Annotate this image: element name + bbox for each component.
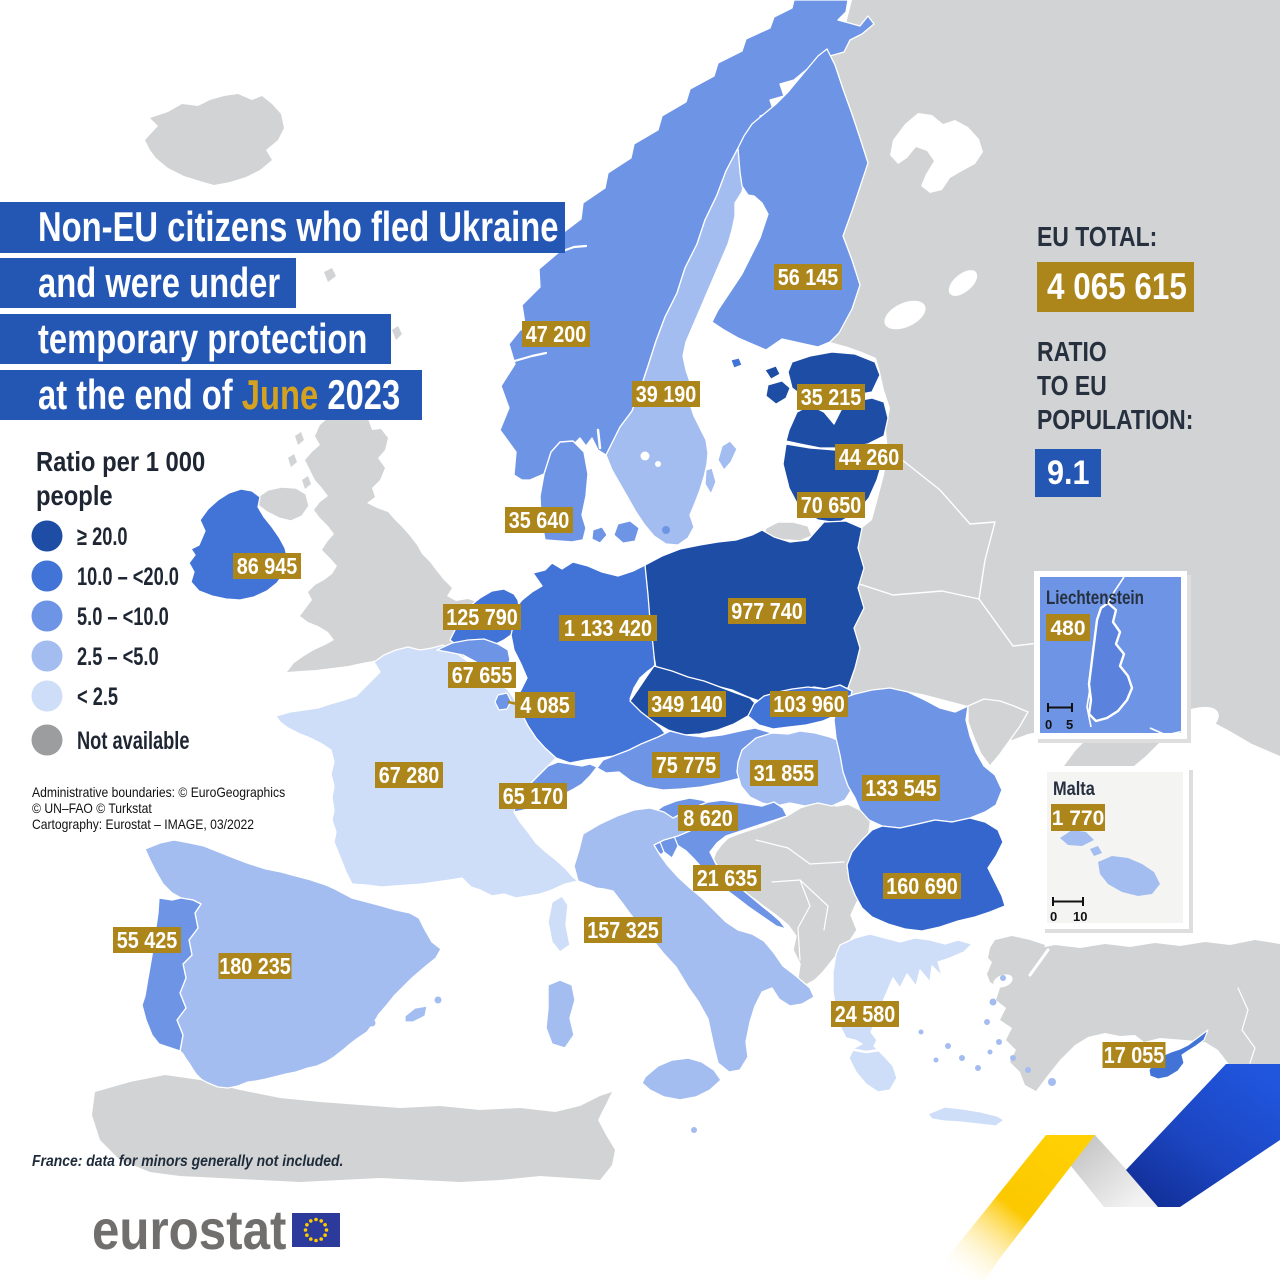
- svg-text:5: 5: [1066, 717, 1073, 732]
- svg-text:8 620: 8 620: [683, 806, 733, 832]
- svg-text:44 260: 44 260: [839, 445, 900, 471]
- svg-text:< 2.5: < 2.5: [77, 682, 118, 711]
- svg-text:70 650: 70 650: [801, 493, 862, 519]
- svg-text:56 145: 56 145: [778, 265, 839, 291]
- svg-text:21 635: 21 635: [697, 866, 758, 892]
- svg-text:1 770: 1 770: [1052, 807, 1105, 830]
- svg-text:125 790: 125 790: [446, 605, 518, 631]
- svg-text:35 640: 35 640: [509, 508, 570, 534]
- svg-text:POPULATION:: POPULATION:: [1037, 405, 1193, 436]
- svg-text:© UN–FAO © Turkstat: © UN–FAO © Turkstat: [32, 800, 152, 816]
- svg-text:977 740: 977 740: [731, 599, 803, 625]
- svg-text:24 580: 24 580: [835, 1002, 896, 1028]
- svg-text:65 170: 65 170: [503, 784, 564, 810]
- svg-text:0: 0: [1045, 717, 1052, 732]
- svg-text:Non-EU citizens who fled Ukrai: Non-EU citizens who fled Ukraine: [38, 203, 558, 250]
- svg-text:eurostat: eurostat: [92, 1199, 286, 1262]
- svg-text:EU TOTAL:: EU TOTAL:: [1037, 222, 1157, 253]
- svg-text:31 855: 31 855: [754, 761, 815, 787]
- svg-text:4 065 615: 4 065 615: [1047, 267, 1187, 308]
- svg-text:Liechtenstein: Liechtenstein: [1046, 586, 1144, 608]
- svg-text:Ratio per 1 000: Ratio per 1 000: [36, 445, 205, 477]
- svg-text:17 055: 17 055: [1104, 1043, 1165, 1069]
- svg-text:180 235: 180 235: [219, 954, 291, 980]
- svg-text:480: 480: [1050, 617, 1085, 640]
- svg-text:9.1: 9.1: [1047, 454, 1090, 492]
- svg-text:103 960: 103 960: [773, 692, 845, 718]
- svg-text:Administrative boundaries: © E: Administrative boundaries: © EuroGeograp…: [32, 784, 285, 800]
- svg-text:35 215: 35 215: [801, 385, 862, 411]
- svg-text:10.0 – <20.0: 10.0 – <20.0: [77, 562, 179, 591]
- svg-text:people: people: [36, 479, 113, 511]
- svg-text:temporary protection: temporary protection: [38, 315, 367, 362]
- svg-text:86 945: 86 945: [237, 554, 298, 580]
- svg-text:55 425: 55 425: [117, 928, 178, 954]
- svg-text:160 690: 160 690: [886, 874, 958, 900]
- svg-text:Cartography: Eurostat – IMAGE,: Cartography: Eurostat – IMAGE, 03/2022: [32, 816, 254, 832]
- svg-text:Not available: Not available: [77, 726, 190, 755]
- svg-text:39 190: 39 190: [636, 382, 697, 408]
- svg-text:47 200: 47 200: [526, 322, 587, 348]
- svg-text:and were under: and were under: [38, 259, 280, 306]
- svg-text:Malta: Malta: [1053, 778, 1096, 800]
- svg-text:133 545: 133 545: [865, 776, 937, 802]
- svg-text:1 133 420: 1 133 420: [564, 616, 652, 642]
- svg-text:0: 0: [1050, 909, 1057, 924]
- svg-text:4 085: 4 085: [520, 693, 570, 719]
- svg-text:5.0 – <10.0: 5.0 – <10.0: [77, 602, 169, 631]
- svg-text:67 655: 67 655: [452, 663, 513, 689]
- svg-text:10: 10: [1073, 909, 1087, 924]
- svg-text:≥ 20.0: ≥ 20.0: [77, 522, 128, 551]
- svg-text:at the end of June 2023: at the end of June 2023: [38, 371, 400, 418]
- svg-text:75 775: 75 775: [656, 753, 717, 779]
- svg-text:349 140: 349 140: [651, 692, 723, 718]
- svg-text:RATIO: RATIO: [1037, 337, 1107, 368]
- svg-text:157 325: 157 325: [587, 918, 659, 944]
- svg-text:67 280: 67 280: [379, 763, 440, 789]
- svg-text:TO EU: TO EU: [1037, 371, 1107, 402]
- svg-text:France: data for minors genera: France: data for minors generally not in…: [32, 1153, 343, 1170]
- svg-text:2.5 – <5.0: 2.5 – <5.0: [77, 642, 159, 671]
